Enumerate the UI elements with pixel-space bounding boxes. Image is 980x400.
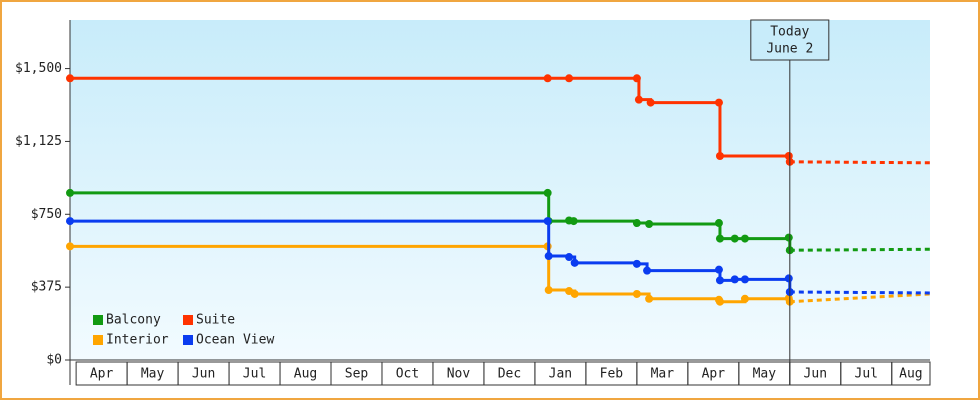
x-tick-label: Apr — [702, 367, 726, 382]
legend-label: Balcony — [106, 313, 161, 328]
price-point — [66, 188, 74, 197]
x-tick-label: Jul — [855, 367, 878, 382]
plot-area — [70, 20, 930, 360]
price-point — [645, 220, 654, 228]
price-point — [714, 98, 723, 107]
price-point — [66, 74, 74, 83]
price-point — [715, 276, 724, 285]
price-point — [784, 233, 793, 242]
x-tick-label: Apr — [90, 367, 114, 382]
legend-label: Suite — [196, 313, 235, 328]
y-tick-label: $1,500 — [15, 61, 62, 76]
x-tick-label: May — [753, 367, 777, 382]
price-point — [645, 294, 654, 303]
price-point — [565, 253, 574, 262]
x-tick-label: Dec — [498, 367, 521, 382]
x-tick-label: Jul — [243, 367, 266, 382]
price-point — [544, 252, 553, 261]
y-tick-label: $375 — [31, 280, 62, 295]
forecast-line — [789, 292, 931, 304]
x-tick-label: Nov — [447, 367, 471, 382]
price-point — [632, 74, 641, 83]
today-label: Today — [770, 25, 809, 40]
price-point — [66, 242, 74, 251]
price-point — [715, 297, 724, 306]
legend-swatch — [93, 335, 103, 345]
y-tick-label: $1,125 — [15, 134, 62, 149]
price-point — [740, 234, 749, 243]
price-point — [632, 219, 641, 228]
price-point — [569, 217, 578, 226]
price-point — [632, 259, 641, 268]
price-point — [740, 294, 749, 303]
x-tick-label: Mar — [651, 367, 675, 382]
x-tick-label: Feb — [600, 367, 624, 382]
price-point — [544, 286, 553, 295]
x-tick-label: Oct — [396, 367, 419, 382]
price-point — [543, 217, 552, 226]
price-point — [543, 188, 552, 197]
legend-label: Interior — [106, 333, 169, 348]
x-tick-label: Jun — [192, 367, 215, 382]
price-point — [543, 74, 552, 83]
price-point — [565, 74, 574, 83]
month-cell — [891, 361, 931, 386]
legend-label: Ocean View — [196, 333, 274, 348]
price-point — [715, 234, 724, 243]
x-tick-label: Jan — [549, 367, 572, 382]
price-point — [570, 258, 579, 267]
price-point — [570, 289, 579, 298]
legend-swatch — [183, 315, 193, 325]
x-tick-label: Aug — [899, 367, 922, 382]
legend-swatch — [93, 315, 103, 325]
price-point — [66, 217, 74, 226]
price-point — [730, 234, 739, 243]
today-box — [750, 19, 830, 61]
price-point — [715, 152, 724, 160]
today-label: June 2 — [766, 42, 813, 57]
price-point — [634, 95, 643, 104]
price-point — [784, 274, 793, 283]
price-point — [714, 219, 723, 228]
x-tick-label: May — [141, 367, 165, 382]
price-point — [643, 266, 652, 275]
price-point — [632, 289, 641, 298]
y-tick-label: $0 — [46, 353, 62, 368]
x-tick-label: Aug — [294, 367, 317, 382]
x-tick-label: Jun — [804, 367, 827, 382]
price-point — [740, 275, 749, 284]
y-tick-label: $750 — [31, 207, 62, 222]
price-point — [714, 265, 723, 274]
price-point — [646, 98, 655, 107]
x-tick-label: Sep — [345, 367, 369, 382]
legend-swatch — [183, 335, 193, 345]
price-point — [730, 275, 739, 284]
